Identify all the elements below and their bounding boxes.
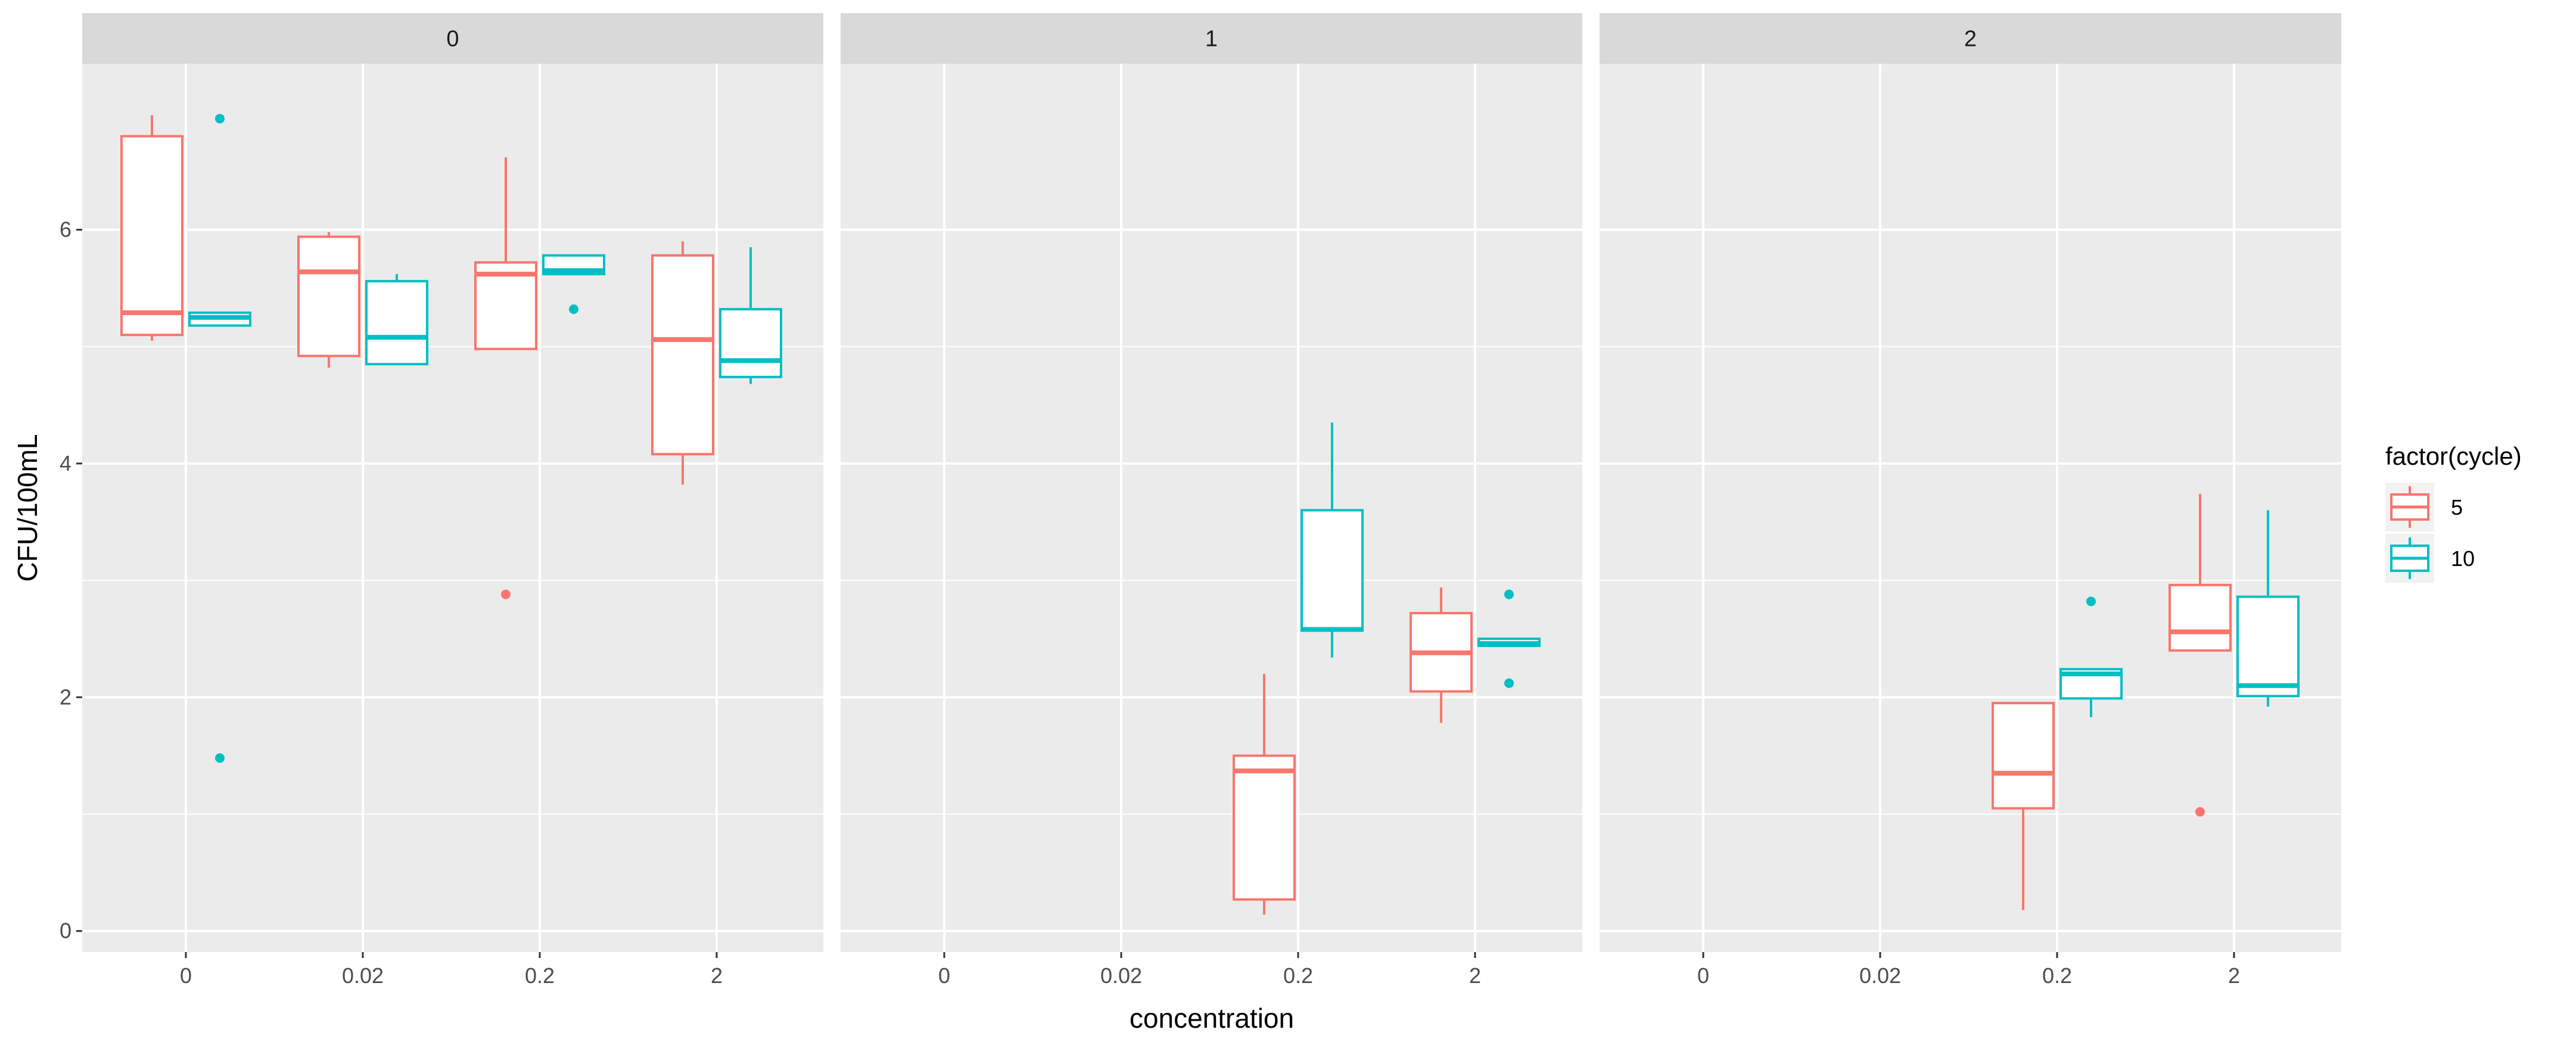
panel-background-2 <box>1600 64 2341 952</box>
box-0-0.2-cycle-10-outlier <box>569 304 578 314</box>
box-1-0.2-cycle-10-box <box>1301 509 1364 632</box>
x-tick-label: 0.02 <box>1100 963 1142 988</box>
box-2-2-cycle-5-outlier <box>2195 807 2205 817</box>
box-2-2-cycle-10-box <box>2236 595 2300 698</box>
box-1-0.2-cycle-5-box <box>1233 754 1296 901</box>
box-0-2-cycle-5-box <box>651 254 714 456</box>
y-axis-title: CFU/100mL <box>12 434 43 582</box>
y-tick-label: 4 <box>60 451 71 475</box>
box-0-0.2-cycle-5-outlier <box>501 589 511 599</box>
box-2-0.2-cycle-10-outlier <box>2086 596 2096 607</box>
box-1-2-cycle-10-outlier <box>1504 589 1514 599</box>
x-tick-label: 2 <box>1469 963 1481 988</box>
facet-strip-0 <box>82 13 823 64</box>
facet-strip-label: 0 <box>446 27 459 52</box>
x-tick-label: 0.2 <box>2042 963 2072 988</box>
box-0-0-cycle-10-outlier <box>215 753 225 763</box>
box-0-0.2-cycle-5-box <box>474 261 537 350</box>
facet-strip-1 <box>841 13 1582 64</box>
x-axis-title: concentration <box>1130 1003 1294 1034</box>
legend-title: factor(cycle) <box>2385 442 2522 470</box>
panel-background-0 <box>82 64 823 952</box>
box-0-0.02-cycle-10-box <box>365 279 428 366</box>
x-tick-label: 0.2 <box>525 963 555 988</box>
y-tick-label: 2 <box>60 685 71 709</box>
box-0-0-cycle-5-box <box>120 135 183 337</box>
x-tick-label: 0.02 <box>1859 963 1901 988</box>
y-tick-label: 6 <box>60 217 71 242</box>
x-tick-label: 0 <box>938 963 950 988</box>
facet-strip-label: 1 <box>1205 27 1218 52</box>
panel-background-1 <box>841 64 1582 952</box>
box-0-0.02-cycle-5-box <box>297 235 360 357</box>
box-0-2-cycle-10-box <box>719 307 782 378</box>
legend-label-cycle-10: 10 <box>2451 546 2475 571</box>
x-tick-label: 0.2 <box>1283 963 1313 988</box>
x-tick-label: 0 <box>1697 963 1709 988</box>
x-tick-label: 0.02 <box>342 963 384 988</box>
facet-strip-2 <box>1600 13 2341 64</box>
box-2-2-cycle-5-box <box>2169 583 2232 652</box>
x-tick-label: 0 <box>180 963 192 988</box>
y-tick-label: 0 <box>60 919 71 943</box>
box-0-0-cycle-10-outlier <box>215 114 225 124</box>
x-tick-label: 2 <box>711 963 723 988</box>
box-2-0.2-cycle-5-box <box>1992 702 2055 810</box>
legend-label-cycle-5: 5 <box>2451 495 2463 520</box>
facet-strip-label: 2 <box>1964 27 1977 52</box>
x-tick-label: 2 <box>2228 963 2240 988</box>
box-1-2-cycle-10-outlier <box>1504 678 1514 688</box>
